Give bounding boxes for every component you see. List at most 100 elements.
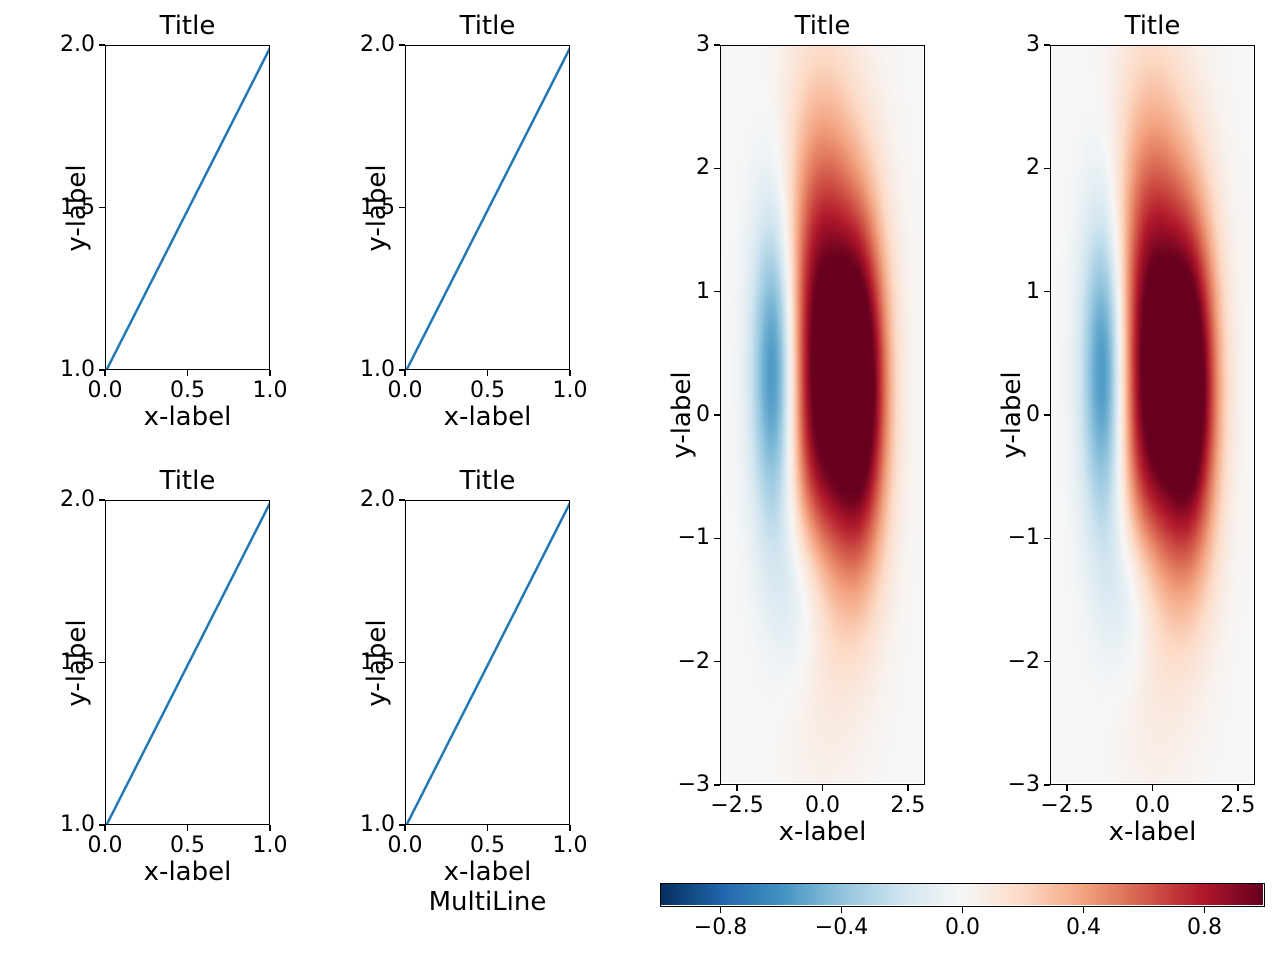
y-tick-label: 1.0 [349, 357, 395, 382]
y-tick-label: 0 [996, 402, 1040, 427]
y-tick-label: −3 [996, 772, 1040, 797]
colorbar-tick [962, 907, 964, 913]
x-tick [404, 825, 406, 831]
y-tick-label: 1.5 [349, 650, 395, 675]
line-plot-p2 [105, 500, 270, 825]
x-tick-label: 1.0 [545, 378, 595, 403]
y-tick-label: 2.0 [49, 32, 95, 57]
y-tick-label: 1.5 [49, 195, 95, 220]
x-tick-label: 2.5 [873, 793, 943, 818]
colorbar-tick-label: 0.8 [1165, 915, 1245, 940]
y-tick-label: 2 [666, 155, 710, 180]
y-tick-label: 1.5 [49, 650, 95, 675]
x-axis-label: x-label [405, 857, 570, 887]
y-tick [714, 291, 720, 293]
y-tick [1044, 538, 1050, 540]
x-tick [104, 370, 106, 376]
x-tick-label: 0.5 [463, 833, 513, 858]
y-tick-label: −3 [666, 772, 710, 797]
y-tick-label: 2.0 [349, 487, 395, 512]
x-axis-label: x-label [105, 857, 270, 887]
x-tick-label: 0.5 [463, 378, 513, 403]
x-tick [569, 370, 571, 376]
x-tick [187, 825, 189, 831]
x-tick [1152, 785, 1154, 791]
line-series [106, 501, 269, 824]
plot-title: Title [720, 11, 925, 41]
y-tick [399, 824, 405, 826]
colorbar [660, 883, 1265, 907]
heatmap-canvas [1051, 46, 1253, 783]
x-tick [269, 370, 271, 376]
colorbar-tick-label: −0.8 [681, 915, 761, 940]
y-tick [714, 414, 720, 416]
y-tick [99, 44, 105, 46]
y-tick [714, 661, 720, 663]
y-tick-label: −2 [666, 649, 710, 674]
y-tick [99, 824, 105, 826]
x-tick [907, 785, 909, 791]
x-tick-label: 1.0 [245, 378, 295, 403]
y-tick [399, 369, 405, 371]
x-tick-label: 1.0 [545, 833, 595, 858]
x-tick-label: 2.5 [1203, 793, 1273, 818]
y-tick-label: −1 [996, 525, 1040, 550]
x-tick [487, 825, 489, 831]
colorbar-tick [1204, 907, 1206, 913]
plot-title: Title [405, 11, 570, 41]
x-tick [269, 825, 271, 831]
x-tick-label: 0.0 [788, 793, 858, 818]
y-tick [1044, 168, 1050, 170]
y-tick-label: 2.0 [49, 487, 95, 512]
y-tick [1044, 414, 1050, 416]
y-tick-label: 1.5 [349, 195, 395, 220]
x-axis-label: x-label [105, 402, 270, 432]
y-tick-label: 1 [666, 279, 710, 304]
y-tick-label: −2 [996, 649, 1040, 674]
heatmap-h0 [720, 45, 925, 785]
colorbar-canvas [661, 884, 1263, 905]
y-tick-label: −1 [666, 525, 710, 550]
line-series [106, 46, 269, 369]
plot-title: Title [405, 466, 570, 496]
colorbar-tick-label: 0.0 [923, 915, 1003, 940]
y-tick [399, 44, 405, 46]
x-tick [487, 370, 489, 376]
colorbar-tick-label: −0.4 [802, 915, 882, 940]
x-tick [1066, 785, 1068, 791]
y-tick-label: 2 [996, 155, 1040, 180]
y-tick [1044, 784, 1050, 786]
colorbar-tick [1083, 907, 1085, 913]
x-axis-label: x-label [1050, 817, 1255, 847]
x-tick-label: 0.5 [163, 378, 213, 403]
colorbar-tick [720, 907, 722, 913]
y-tick [399, 662, 405, 664]
y-tick-label: 1.0 [49, 812, 95, 837]
x-tick [404, 370, 406, 376]
colorbar-tick-label: 0.4 [1044, 915, 1124, 940]
y-tick-label: 3 [996, 32, 1040, 57]
y-tick [1044, 291, 1050, 293]
y-tick [714, 168, 720, 170]
y-tick [99, 662, 105, 664]
x-tick-label: −2.5 [1032, 793, 1102, 818]
x-tick-label: −2.5 [702, 793, 772, 818]
heatmap-canvas [721, 46, 923, 783]
x-tick [736, 785, 738, 791]
plot-title: Title [105, 11, 270, 41]
y-tick [99, 369, 105, 371]
y-tick-label: 1.0 [349, 812, 395, 837]
y-tick-label: 1.0 [49, 357, 95, 382]
figure: Titley-labelx-label0.00.51.01.01.52.0Tit… [0, 0, 1280, 960]
y-tick [1044, 661, 1050, 663]
line-plot-p3 [405, 500, 570, 825]
x-axis-label: x-label [405, 402, 570, 432]
y-tick [399, 207, 405, 209]
x-tick [569, 825, 571, 831]
plot-title: Title [105, 466, 270, 496]
y-tick-label: 3 [666, 32, 710, 57]
x-axis-label: x-label [720, 817, 925, 847]
y-tick [1044, 44, 1050, 46]
heatmap-h1 [1050, 45, 1255, 785]
line-series [406, 501, 569, 824]
